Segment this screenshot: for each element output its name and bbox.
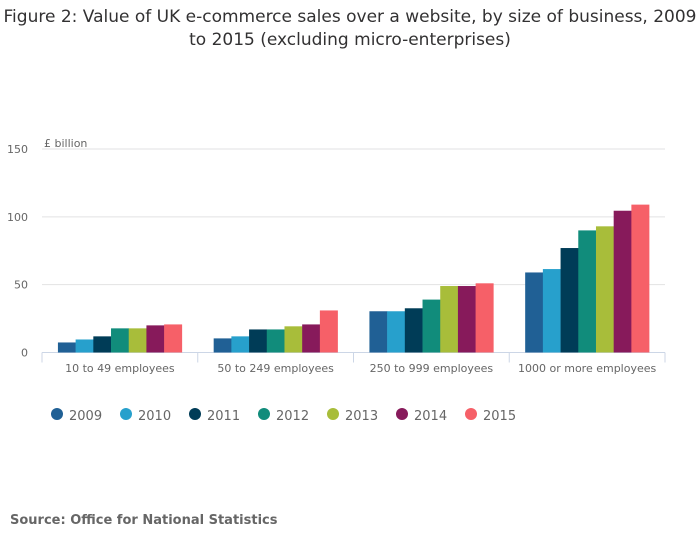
legend-marker-2011 [189,408,201,420]
bar-2014-2 [457,286,476,353]
bar-2011-3 [560,248,579,353]
bar-2010-1 [231,336,250,353]
bar-2015-3 [631,204,650,353]
bar-2013-0 [128,328,147,353]
x-tick-label: 10 to 49 employees [65,362,175,375]
legend-marker-2014 [396,408,408,420]
bar-2014-0 [146,325,165,353]
y-tick-label: 50 [14,279,28,292]
legend-label-2014: 2014 [414,409,447,424]
legend-marker-2010 [120,408,132,420]
bar-2014-3 [613,210,632,353]
bar-2009-1 [213,338,232,353]
bar-2010-2 [387,311,406,353]
bar-2011-1 [249,329,268,353]
bar-2009-0 [57,342,76,353]
bar-2013-3 [595,226,614,353]
y-tick-label: 150 [7,143,28,156]
bar-2011-2 [404,308,423,353]
bar-2012-2 [422,299,441,353]
source-note: Source: Office for National Statistics [10,513,278,528]
legend-marker-2009 [51,408,63,420]
legend-label-2012: 2012 [276,409,309,424]
bar-2011-0 [93,336,112,353]
bar-2012-1 [266,329,285,353]
bar-2009-3 [525,272,544,353]
legend-label-2010: 2010 [138,409,171,424]
bar-2010-3 [542,269,561,353]
legend-label-2013: 2013 [345,409,378,424]
bar-2013-1 [284,326,303,353]
x-tick-label: 1000 or more employees [518,362,657,375]
legend-marker-2012 [258,408,270,420]
legend-marker-2015 [465,408,477,420]
bar-2010-0 [75,339,94,353]
y-tick-label: 0 [21,347,28,360]
bar-2012-0 [111,328,130,353]
bar-2015-2 [475,283,494,353]
bar-2009-2 [369,311,388,353]
chart-title: Figure 2: Value of UK e-commerce sales o… [3,7,697,50]
y-tick-label: 100 [7,211,28,224]
bar-2015-1 [319,310,338,353]
x-tick-label: 250 to 999 employees [370,362,494,375]
bar-2015-0 [164,324,183,353]
x-tick-label: 50 to 249 employees [217,362,334,375]
y-axis-label: £ billion [44,137,87,150]
bar-2014-1 [302,324,321,353]
legend-marker-2013 [327,408,339,420]
legend-label-2009: 2009 [69,409,102,424]
bar-2012-3 [578,230,597,353]
bar-2013-2 [440,286,459,353]
legend-label-2011: 2011 [207,409,240,424]
legend-label-2015: 2015 [483,409,516,424]
